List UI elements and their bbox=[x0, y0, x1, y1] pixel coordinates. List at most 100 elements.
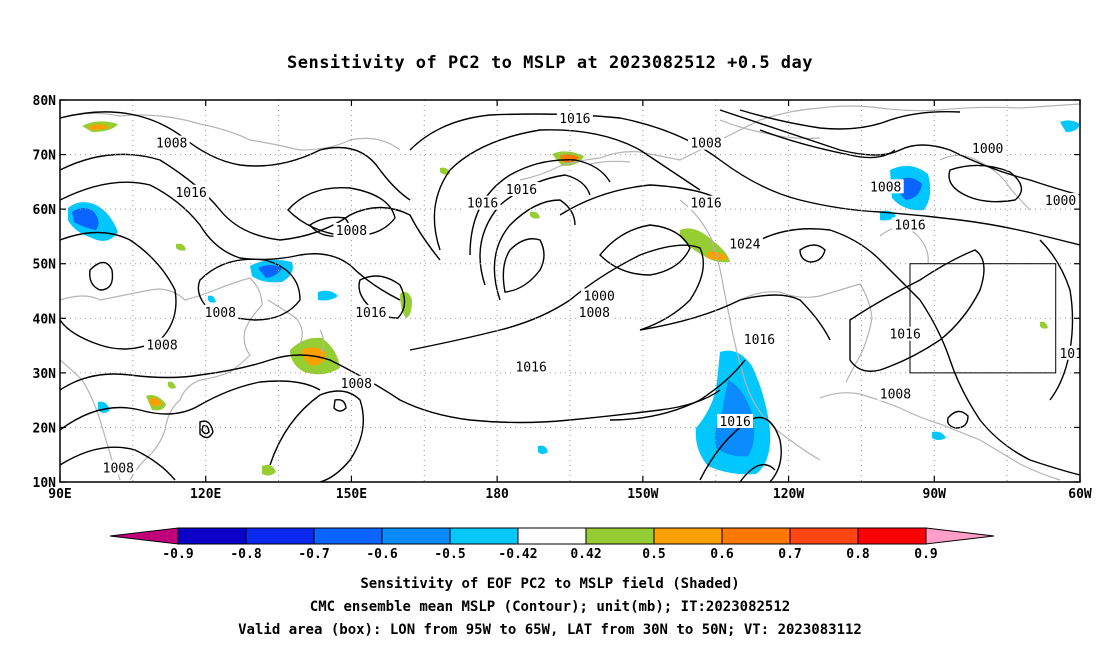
shade-positive-patch bbox=[530, 211, 540, 219]
contour-label-bg bbox=[887, 326, 924, 341]
colorbar-min-arrow bbox=[109, 527, 179, 545]
contour-label: 1016 bbox=[515, 360, 546, 375]
contour-label: 1000 bbox=[972, 142, 1003, 157]
colorbar-segment bbox=[313, 527, 383, 545]
shade-negative-patch bbox=[1060, 120, 1080, 132]
latitude-axis: 80N 70N 60N 50N 40N 30N 20N 10N bbox=[33, 94, 1080, 491]
shade-positive-patch bbox=[168, 381, 176, 389]
contour-label-bg bbox=[867, 179, 904, 194]
contour-label-bg bbox=[892, 217, 928, 232]
caption-line-1: Sensitivity of EOF PC2 to MSLP field (Sh… bbox=[360, 576, 739, 592]
lat-tick-label: 80N bbox=[33, 94, 57, 109]
shade-positive-patch bbox=[176, 243, 186, 251]
map-frame bbox=[59, 99, 1081, 483]
contour-label-bg bbox=[969, 141, 1006, 156]
chart-title: Sensitivity of PC2 to MSLP at 2023082512… bbox=[287, 53, 813, 73]
contour-label-bg bbox=[1057, 345, 1080, 360]
contour-label: 1016 bbox=[467, 197, 498, 212]
colorbar-level-label: 0.5 bbox=[642, 547, 665, 562]
lon-tick-label: 90E bbox=[48, 487, 71, 502]
colorbar-segment bbox=[245, 527, 315, 545]
contour-label-bg bbox=[1042, 192, 1079, 207]
colorbar-level-label: -0.7 bbox=[298, 547, 329, 562]
colorbar-level-label: 0.6 bbox=[710, 547, 734, 562]
lon-tick-label: 180 bbox=[485, 487, 509, 502]
colorbar-level-label: 0.7 bbox=[778, 547, 801, 562]
lat-tick-label: 10N bbox=[33, 476, 57, 491]
contour-labels: 1016 1008 1016 1008 1016 1016 1008 1016 1008 1008… bbox=[100, 111, 1100, 476]
contour-label-bg bbox=[333, 222, 370, 237]
colorbar-level-label: -0.42 bbox=[498, 547, 537, 562]
valid-area-box bbox=[909, 263, 1057, 374]
colorbar-segment bbox=[177, 527, 247, 545]
lon-tick-label: 120E bbox=[190, 487, 221, 502]
lon-tick-label: 60W bbox=[1068, 487, 1092, 502]
lat-tick-label: 60N bbox=[33, 203, 57, 218]
contour-label: 1016 bbox=[1059, 347, 1090, 362]
lat-tick-label: 20N bbox=[33, 421, 57, 436]
contour-label-bg bbox=[464, 195, 501, 210]
contour-label-bg bbox=[688, 195, 724, 210]
mslp-contours bbox=[60, 109, 1080, 482]
contour-label: 1024 bbox=[729, 238, 760, 253]
colorbar-level-label: 0.8 bbox=[846, 547, 870, 562]
contour-label: 1016 bbox=[690, 197, 721, 212]
shade-negative-patch bbox=[72, 208, 99, 230]
contour-label: 1016 bbox=[889, 328, 920, 343]
shade-positive-patch bbox=[90, 124, 110, 130]
colorbar-level-label: -0.6 bbox=[366, 547, 397, 562]
contour-label: 1008 bbox=[579, 306, 610, 321]
colorbar-segment bbox=[585, 527, 655, 545]
shade-negative-patch bbox=[258, 265, 282, 278]
contour-label-bg bbox=[1081, 207, 1100, 221]
caption-line-2: CMC ensemble mean MSLP (Contour); unit(m… bbox=[310, 599, 790, 615]
contour-label: 1008 bbox=[146, 339, 177, 354]
contour-label-bg bbox=[877, 386, 914, 401]
contour-label: 1016 bbox=[175, 186, 206, 201]
shade-negative-patch bbox=[208, 295, 216, 303]
colorbar-level-label: -0.8 bbox=[230, 547, 261, 562]
contour-label-bg bbox=[144, 337, 180, 352]
colorbar: -0.9 -0.8 -0.7 -0.6 -0.5 -0.42 0.42 0.5 0.6 0.7 0.… bbox=[109, 527, 995, 562]
contour-label-bg bbox=[688, 135, 724, 150]
lon-tick-label: 150W bbox=[627, 487, 658, 502]
shade-negative-patch bbox=[318, 290, 338, 301]
shade-negative-patch bbox=[932, 431, 946, 440]
contour-label: 1016 bbox=[744, 333, 775, 348]
contour-label-bg bbox=[726, 236, 763, 251]
contour-label-bg bbox=[576, 304, 613, 319]
contour-label-bg bbox=[556, 111, 593, 126]
colorbar-level-label: 0.42 bbox=[570, 547, 601, 562]
contour-label: 1008 bbox=[880, 388, 911, 403]
colorbar-segment bbox=[381, 527, 451, 545]
contour-label-bg bbox=[153, 135, 190, 150]
colorbar-segment bbox=[653, 527, 723, 545]
contour-label-bg bbox=[581, 288, 618, 303]
contour-label: 1008 bbox=[336, 224, 367, 239]
colorbar-level-label: 0.9 bbox=[914, 547, 937, 562]
contour-label-bg bbox=[202, 304, 239, 319]
contour-label: 1016 bbox=[506, 183, 537, 198]
contour-label: 1008 bbox=[690, 137, 721, 152]
shade-positive-patch bbox=[150, 397, 162, 406]
lat-tick-label: 30N bbox=[33, 367, 57, 382]
colorbar-segment bbox=[449, 527, 519, 545]
shade-negative-patch bbox=[897, 177, 922, 200]
contour-label: 1000 bbox=[1045, 194, 1076, 209]
contour-label-bg bbox=[513, 359, 550, 374]
contour-label: 1008 bbox=[1084, 208, 1100, 223]
coastlines bbox=[60, 103, 1080, 481]
contour-label: 1008 bbox=[870, 180, 901, 195]
lon-tick-label: 150E bbox=[336, 487, 367, 502]
shade-negative-patch bbox=[538, 445, 548, 454]
contour-label: 1008 bbox=[156, 137, 187, 152]
shade-positive-patch bbox=[1040, 321, 1048, 329]
colorbar-segment bbox=[789, 527, 859, 545]
colorbar-level-label: -0.5 bbox=[434, 547, 465, 562]
lon-tick-label: 120W bbox=[773, 487, 804, 502]
contour-label-bg bbox=[741, 332, 778, 347]
contour-label: 1008 bbox=[341, 377, 372, 392]
contour-label-bg bbox=[173, 184, 210, 199]
longitude-axis: 90E 120E 150E 180 150W 120W 90W 60W bbox=[48, 100, 1092, 502]
contour-label-bg bbox=[338, 375, 375, 390]
